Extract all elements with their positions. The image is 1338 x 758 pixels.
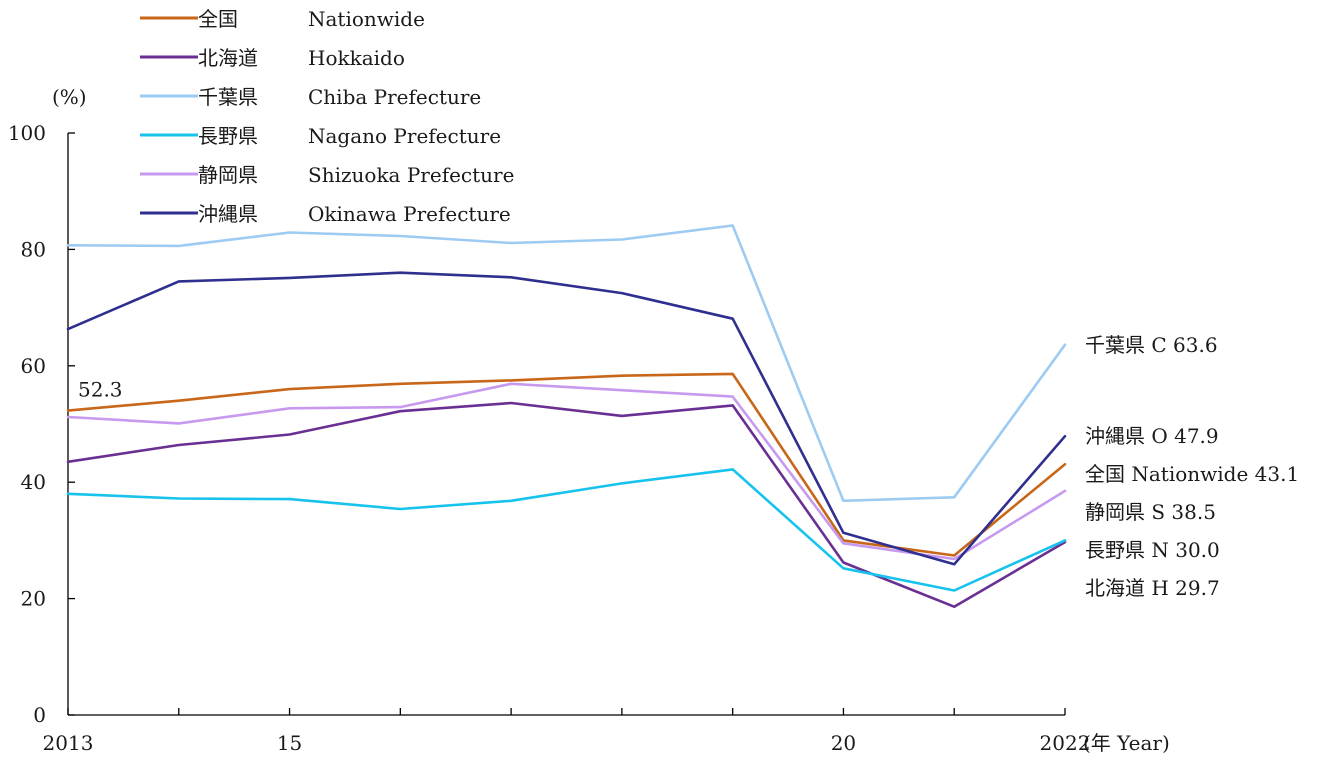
- y-tick-label: 60: [21, 354, 46, 378]
- legend-label: 千葉県: [198, 85, 258, 109]
- series-line: [66, 372, 1067, 557]
- x-axis: 2013 15 20 2022(年 Year): [43, 708, 1170, 755]
- end-labels: 千葉県 C 63.6 沖縄県 O 47.9 全国 Nationwide 43.1 静岡…: [1085, 333, 1299, 600]
- legend-label-en: Nagano Prefecture: [308, 124, 501, 148]
- series-end-label: 沖縄県 O 47.9: [1085, 424, 1219, 448]
- y-tick-label: 20: [21, 587, 46, 611]
- legend-label: 北海道: [198, 46, 258, 70]
- series-end-label: 長野県 N 30.0: [1085, 538, 1220, 562]
- x-tick-label: 20: [831, 731, 856, 755]
- series-end-label: 北海道 H 29.7: [1085, 576, 1220, 600]
- x-tick-label: 15: [277, 731, 302, 755]
- series-line: [66, 468, 1067, 592]
- legend-label-en: Okinawa Prefecture: [308, 202, 511, 226]
- legend-label: 沖縄県: [198, 202, 258, 226]
- legend: 全国 Nationwide 北海道 Hokkaido 千葉県 Chiba Prefectu…: [140, 7, 514, 226]
- y-tick-label: 80: [21, 237, 46, 261]
- series-line: [66, 271, 1067, 566]
- series-end-label: 全国 Nationwide 43.1: [1085, 462, 1299, 486]
- y-tick-label: 0: [33, 703, 46, 727]
- series-lines: [66, 224, 1067, 609]
- series-line: [66, 382, 1067, 561]
- legend-label-en: Nationwide: [308, 7, 425, 31]
- legend-label-en: Shizuoka Prefecture: [308, 163, 514, 187]
- series-line: [66, 401, 1067, 609]
- y-axis: 0 20 40 60 80 100: [8, 121, 75, 727]
- y-tick-label: 100: [8, 121, 46, 145]
- data-label: 52.3: [78, 378, 123, 402]
- legend-label: 長野県: [198, 124, 258, 148]
- y-tick-label: 40: [21, 470, 46, 494]
- legend-label-en: Chiba Prefecture: [308, 85, 481, 109]
- legend-label: 全国: [198, 7, 238, 31]
- series-end-label: 千葉県 C 63.6: [1085, 333, 1218, 357]
- series-line: [66, 224, 1067, 503]
- x-tick-label: 2022: [1040, 731, 1091, 755]
- series-end-label: 静岡県 S 38.5: [1085, 500, 1216, 524]
- x-tick-label: 2013: [43, 731, 94, 755]
- y-axis-label: (%): [52, 85, 87, 109]
- legend-label-en: Hokkaido: [308, 46, 405, 70]
- x-axis-label: (年 Year): [1083, 731, 1170, 755]
- legend-label: 静岡県: [198, 163, 258, 187]
- annotations: 52.3: [78, 378, 123, 402]
